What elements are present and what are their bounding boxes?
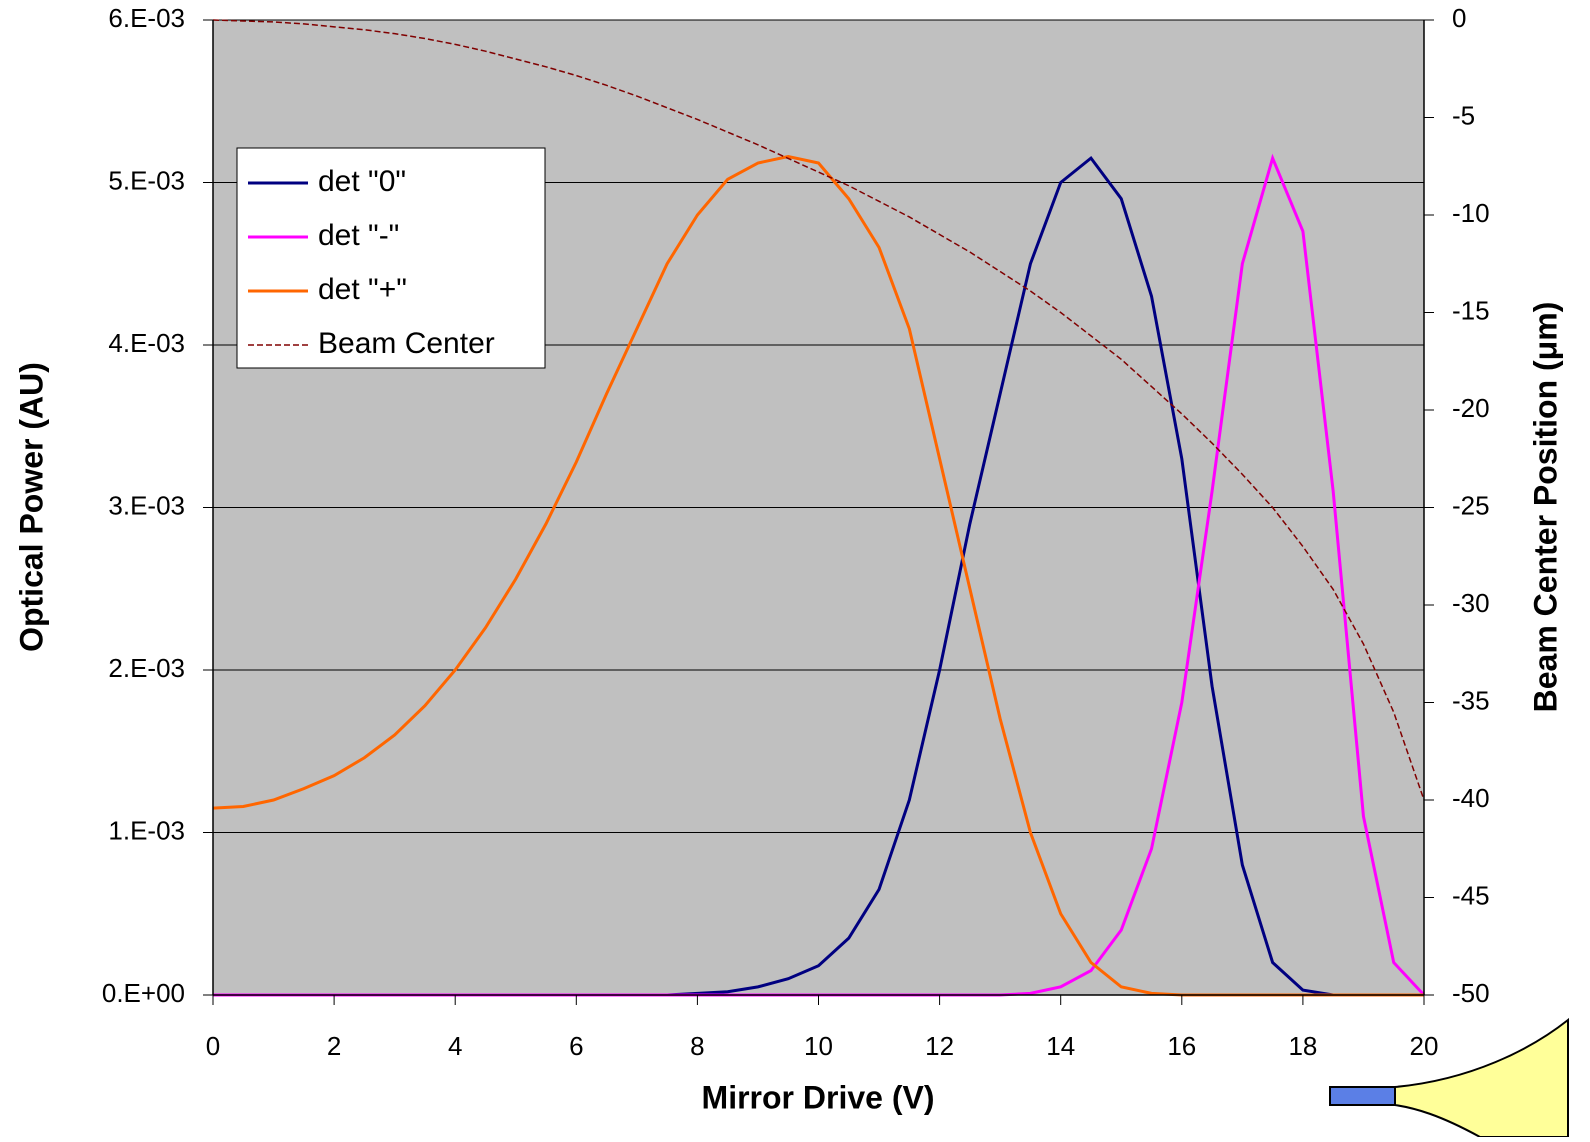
y-tick-label: 0.E+00 [102,978,185,1008]
y-tick-label: 3.E-03 [108,490,185,520]
y-tick-label: 2.E-03 [108,653,185,683]
axes: 0.E+00 1.E-03 2.E-03 3.E-03 4.E-03 5.E-03 6.E-… [102,3,1490,1061]
y-tick-label: 4.E-03 [108,328,185,358]
y2-tick-label: -40 [1452,783,1490,813]
y-tick-label: 1.E-03 [108,815,185,845]
x-tick-label: 8 [690,1031,704,1061]
x-tick-label: 20 [1410,1031,1439,1061]
x-tick-label: 14 [1046,1031,1075,1061]
y-tick-label: 6.E-03 [108,3,185,33]
x-tick-label: 10 [804,1031,833,1061]
y2-axis-title: Beam Center Position (μm) [1527,302,1563,713]
series-line [212,19,1425,801]
legend [236,147,546,369]
x-tick-label: 2 [327,1031,341,1061]
x-tick-label: 4 [448,1031,462,1061]
legend-label: Beam Center [318,327,495,360]
y2-tick-label: -50 [1452,978,1490,1008]
decoration [1329,1017,1569,1138]
y2-tick-label: -20 [1452,393,1490,423]
legend-entries: det "0" det "-" det "+" Beam Center [248,165,495,360]
y-tick-label: 5.E-03 [108,165,185,195]
legend-label: det "+" [318,273,407,306]
y-axis-title: Optical Power (AU) [13,362,49,652]
x-axis-title: Mirror Drive (V) [702,1079,935,1115]
x-tick-label: 18 [1288,1031,1317,1061]
x-tick-label: 6 [569,1031,583,1061]
y2-tick-label: -15 [1452,295,1490,325]
legend-label: det "-" [318,219,399,252]
y2-tick-label: -10 [1452,198,1490,228]
x-tick-label: 16 [1167,1031,1196,1061]
y2-tick-label: -25 [1452,490,1490,520]
y2-tick-label: -45 [1452,880,1490,910]
y2-tick-label: -30 [1452,588,1490,618]
y2-tick-label: -5 [1452,100,1475,130]
x-tick-label: 0 [206,1031,220,1061]
y2-tick-label: 0 [1452,3,1466,33]
x-tick-label: 12 [925,1031,954,1061]
y2-tick-label: -35 [1452,685,1490,715]
legend-label: det "0" [318,165,406,198]
